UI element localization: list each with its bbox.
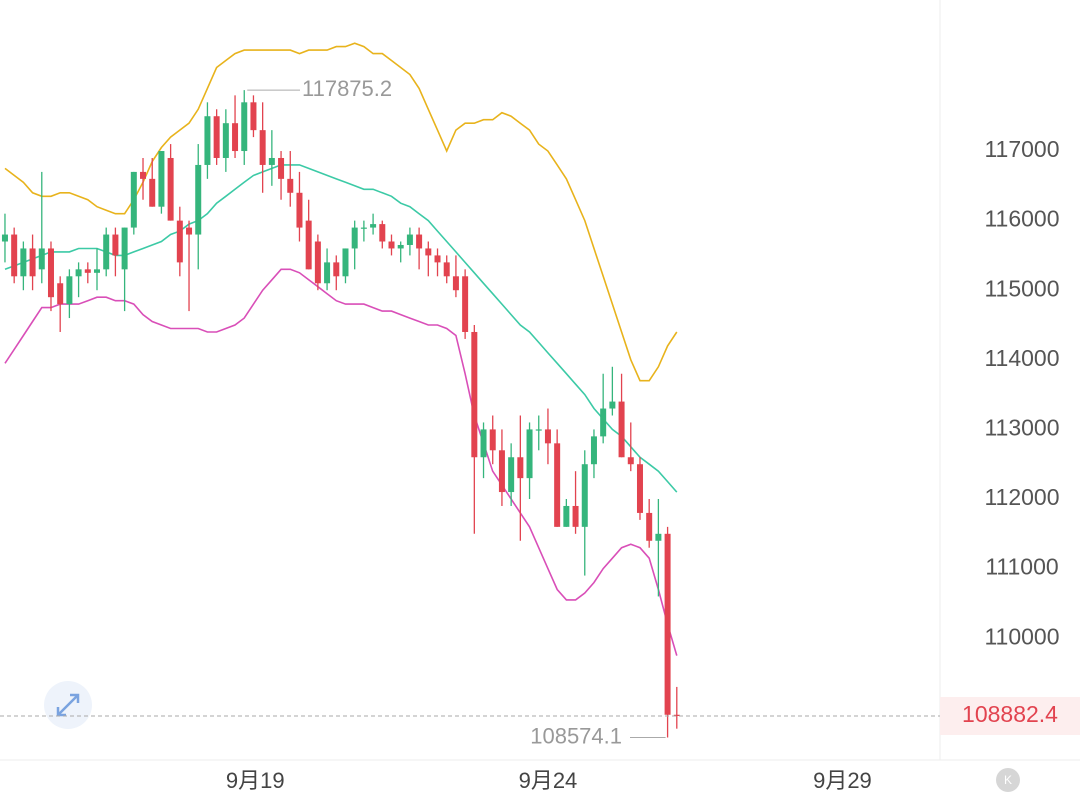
candle-body xyxy=(535,429,542,431)
k-icon[interactable]: K xyxy=(996,768,1020,792)
candle-body xyxy=(140,171,147,179)
candle-body xyxy=(287,178,294,193)
candle-body xyxy=(1,234,8,242)
candle-body xyxy=(11,234,18,277)
candle-body xyxy=(204,116,211,165)
price-tag-bg xyxy=(940,697,1080,735)
candle-body xyxy=(517,457,524,479)
candle-body xyxy=(360,227,367,229)
band-line xyxy=(4,164,678,493)
y-tick-label: 117000 xyxy=(984,136,1059,162)
y-tick-label: 113000 xyxy=(984,414,1059,440)
band-line xyxy=(4,268,678,656)
x-tick-label: 9月24 xyxy=(519,768,578,793)
candle-body xyxy=(250,102,257,131)
candle-body xyxy=(342,248,349,277)
candle-body xyxy=(232,123,239,152)
candle-body xyxy=(480,429,487,458)
candle-body xyxy=(305,220,312,270)
candle-body xyxy=(47,248,54,298)
candle-body xyxy=(222,123,229,158)
candle-body xyxy=(324,262,331,284)
candle-body xyxy=(112,234,119,256)
candle-body xyxy=(38,248,45,270)
candle-body xyxy=(655,533,662,541)
candle-body xyxy=(388,241,395,249)
high-label: 117875.2 xyxy=(302,76,392,101)
candle-body xyxy=(351,227,358,249)
y-tick-label: 116000 xyxy=(984,206,1059,232)
candle-body xyxy=(241,102,248,152)
x-tick-label: 9月19 xyxy=(226,768,285,793)
candle-body xyxy=(406,234,413,245)
candle-body xyxy=(471,331,478,458)
candle-body xyxy=(508,457,515,493)
candle-body xyxy=(646,512,653,541)
candle-body xyxy=(397,244,404,249)
candle-body xyxy=(149,178,156,207)
candle-body xyxy=(581,464,588,527)
candle-body xyxy=(213,116,220,158)
y-tick-label: 111000 xyxy=(985,554,1058,580)
candle-body xyxy=(636,464,643,513)
candle-body xyxy=(600,408,607,437)
y-tick-label: 115000 xyxy=(984,275,1059,301)
candle-body xyxy=(268,157,275,165)
candle-body xyxy=(434,255,441,263)
candle-body xyxy=(84,269,91,273)
candle-body xyxy=(158,151,165,207)
candle-body xyxy=(618,401,625,458)
candle-body xyxy=(452,276,459,291)
candle-body xyxy=(416,234,423,249)
candle-body xyxy=(379,224,386,242)
candle-body xyxy=(462,276,469,332)
low-label: 108574.1 xyxy=(530,723,622,748)
candle-body xyxy=(259,130,266,165)
x-tick-label: 9月29 xyxy=(813,768,872,793)
svg-text:K: K xyxy=(1004,773,1012,787)
band-line xyxy=(4,42,678,382)
candle-body xyxy=(489,429,496,451)
candle-body xyxy=(425,248,432,256)
y-tick-label: 110000 xyxy=(984,623,1059,649)
candle-body xyxy=(167,157,174,221)
expand-icon[interactable] xyxy=(44,681,92,729)
candle-body xyxy=(572,505,579,527)
y-tick-label: 112000 xyxy=(984,484,1059,510)
candle-body xyxy=(20,248,27,277)
candle-body xyxy=(29,248,36,277)
candle-body xyxy=(673,714,680,716)
candle-body xyxy=(195,164,202,235)
candle-body xyxy=(75,269,82,277)
candle-body xyxy=(627,457,634,465)
candle-body xyxy=(130,171,137,228)
candle-body xyxy=(526,429,533,479)
candle-body xyxy=(176,220,183,263)
candle-body xyxy=(314,241,321,284)
y-tick-label: 114000 xyxy=(984,345,1059,371)
candle-body xyxy=(66,276,73,305)
candle-body xyxy=(121,227,128,270)
candle-body xyxy=(278,157,285,179)
last-price-label: 108882.4 xyxy=(962,701,1058,727)
candle-body xyxy=(590,436,597,465)
candle-body xyxy=(333,262,340,277)
candle-body xyxy=(103,234,110,270)
candle-body xyxy=(554,443,561,527)
candle-body xyxy=(664,533,671,715)
candle-body xyxy=(296,192,303,228)
candle-body xyxy=(186,227,193,235)
candle-body xyxy=(498,450,505,493)
candle-body xyxy=(57,283,64,305)
candle-body xyxy=(370,224,377,228)
candle-body xyxy=(443,262,450,277)
candle-body xyxy=(94,269,101,273)
candle-body xyxy=(563,505,570,527)
candle-body xyxy=(609,401,616,409)
candle-body xyxy=(544,429,551,444)
